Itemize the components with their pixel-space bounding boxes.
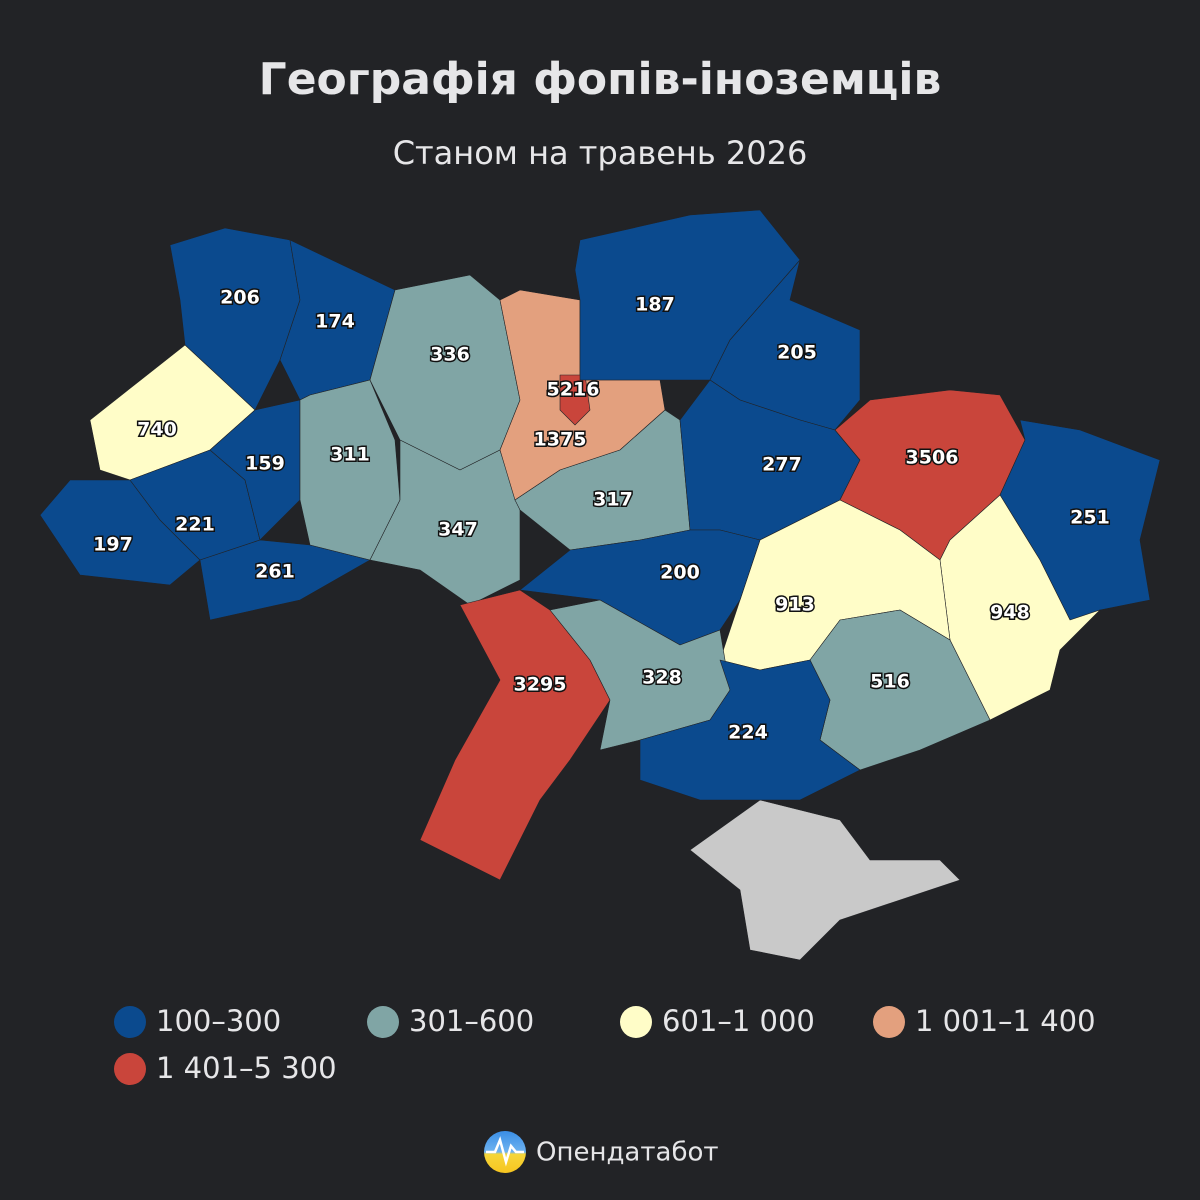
region-value: 3295 xyxy=(514,674,567,696)
region-value: 948 xyxy=(990,602,1030,624)
legend-label: 601–1 000 xyxy=(662,1004,815,1038)
legend: 100–300 301–600 601–1 000 1 001–1 400 1 401–… xyxy=(114,1004,1096,1085)
brand: Опендатабот xyxy=(484,1131,719,1173)
map-labels: 206 174 740 197 221 261 159 311 336 347 1375 5216 18… xyxy=(92,285,1112,745)
region-value: 224 xyxy=(728,722,768,744)
region-value: 261 xyxy=(255,561,295,583)
region-value: 174 xyxy=(315,311,355,333)
legend-swatch xyxy=(620,1006,652,1038)
legend-label: 301–600 xyxy=(409,1004,534,1038)
region-value: 205 xyxy=(777,342,817,364)
region xyxy=(419,589,611,881)
brand-logo xyxy=(484,1131,526,1173)
brand-logo-line xyxy=(486,1136,524,1167)
region-value: 159 xyxy=(245,453,285,475)
map xyxy=(39,209,1161,961)
region-value: 913 xyxy=(775,594,815,616)
legend-swatch xyxy=(873,1006,905,1038)
subtitle: Станом на травень 2026 xyxy=(393,134,808,172)
legend-label: 100–300 xyxy=(156,1004,281,1038)
crimea xyxy=(689,799,961,961)
region-value: 347 xyxy=(438,519,478,541)
region-value: 277 xyxy=(762,454,802,476)
region-value: 221 xyxy=(175,514,215,536)
legend-swatch xyxy=(367,1006,399,1038)
region-value: 251 xyxy=(1070,507,1110,529)
region-value: 3506 xyxy=(906,447,959,469)
region-value: 197 xyxy=(93,534,133,556)
region-value: 328 xyxy=(642,667,682,689)
region xyxy=(639,659,861,801)
region-value: 187 xyxy=(635,294,675,316)
brand-name: Опендатабот xyxy=(536,1138,719,1168)
region-value: 311 xyxy=(330,444,370,466)
region-value: 5216 xyxy=(547,379,600,401)
region-value: 206 xyxy=(220,287,260,309)
region-value: 740 xyxy=(137,419,177,441)
region-value: 317 xyxy=(593,489,633,511)
region xyxy=(939,494,1101,721)
region xyxy=(519,529,761,646)
title: Географія фопів-іноземців xyxy=(259,54,942,105)
region-value: 516 xyxy=(870,671,910,693)
legend-swatch xyxy=(114,1053,146,1085)
legend-swatch xyxy=(114,1006,146,1038)
legend-label: 1 001–1 400 xyxy=(915,1004,1096,1038)
region-value: 336 xyxy=(430,344,470,366)
region-value: 200 xyxy=(660,562,700,584)
region-value: 1375 xyxy=(534,429,587,451)
legend-label: 1 401–5 300 xyxy=(156,1051,337,1085)
region xyxy=(369,439,521,606)
